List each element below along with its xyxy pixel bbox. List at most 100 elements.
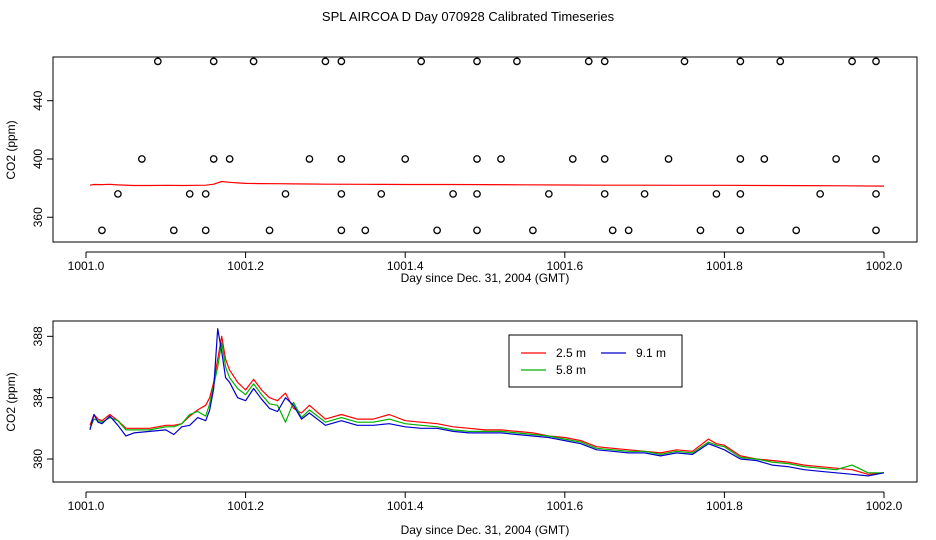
data-point bbox=[153, 57, 162, 66]
y-tick-label: 400 bbox=[31, 149, 45, 169]
data-point bbox=[712, 190, 721, 198]
top-x-axis-label: Day since Dec. 31, 2004 (GMT) bbox=[401, 271, 570, 285]
data-point bbox=[401, 155, 410, 163]
data-point bbox=[497, 155, 505, 163]
data-point bbox=[600, 190, 609, 198]
data-point bbox=[872, 226, 880, 235]
x-tick-label: 1001.2 bbox=[227, 499, 264, 513]
legend-box bbox=[508, 334, 683, 388]
y-tick-label: 360 bbox=[31, 207, 45, 227]
bottom-y-axis-label: CO2 (ppm) bbox=[4, 372, 18, 431]
data-point bbox=[201, 226, 210, 235]
y-tick-label: 440 bbox=[31, 90, 45, 110]
data-point bbox=[848, 57, 856, 66]
data-point bbox=[600, 57, 609, 66]
series-line-9-1-m bbox=[89, 328, 885, 477]
data-point bbox=[640, 190, 649, 198]
x-tick-label: 1001.0 bbox=[68, 499, 105, 513]
x-tick-label: 1002.0 bbox=[866, 259, 903, 273]
data-point bbox=[321, 57, 330, 66]
data-point bbox=[337, 226, 346, 235]
data-point bbox=[872, 155, 880, 163]
x-tick-label: 1001.4 bbox=[387, 499, 424, 513]
data-point bbox=[624, 226, 633, 235]
series-line-2-5-m bbox=[89, 180, 885, 187]
x-tick-label: 1001.2 bbox=[227, 259, 264, 273]
data-point bbox=[696, 226, 705, 235]
data-point bbox=[201, 190, 210, 198]
x-tick-label: 1001.4 bbox=[387, 259, 424, 273]
data-point bbox=[98, 226, 106, 235]
bottom-x-axis: 1001.0 1001.2 1001.4 1001.6 1001.8 1002.0 bbox=[68, 491, 903, 513]
data-point bbox=[281, 190, 290, 198]
data-point bbox=[225, 155, 234, 163]
data-point bbox=[736, 155, 745, 163]
data-point bbox=[169, 226, 178, 235]
top-panel: 1001.0 1001.2 1001.4 1001.6 1001.8 1002.0 360… bbox=[4, 56, 918, 285]
top-panel-frame bbox=[52, 56, 918, 243]
legend-label-2-5m: 2.5 m bbox=[556, 346, 586, 360]
data-point bbox=[832, 155, 840, 163]
data-point bbox=[114, 190, 122, 198]
data-point bbox=[185, 190, 194, 198]
data-point bbox=[337, 155, 346, 163]
data-point bbox=[760, 155, 769, 163]
data-point bbox=[449, 190, 457, 198]
data-point bbox=[584, 57, 593, 66]
data-point bbox=[337, 57, 346, 66]
data-point bbox=[816, 190, 825, 198]
x-tick-label: 1002.0 bbox=[866, 499, 903, 513]
data-point bbox=[138, 155, 146, 163]
data-point bbox=[736, 57, 745, 66]
data-point bbox=[776, 57, 785, 66]
x-tick-label: 1001.8 bbox=[706, 499, 743, 513]
y-tick-label: 380 bbox=[31, 449, 45, 469]
top-x-axis: 1001.0 1001.2 1001.4 1001.6 1001.8 1002.0 bbox=[68, 251, 903, 273]
x-tick-label: 1001.6 bbox=[546, 499, 583, 513]
data-point bbox=[872, 57, 880, 66]
bottom-panel-marks bbox=[89, 328, 885, 477]
data-point bbox=[680, 57, 689, 66]
data-point bbox=[305, 155, 314, 163]
data-point bbox=[377, 190, 386, 198]
y-tick-label: 388 bbox=[31, 326, 45, 346]
data-point bbox=[417, 57, 426, 66]
data-point bbox=[265, 226, 274, 235]
data-point bbox=[337, 190, 346, 198]
data-point bbox=[736, 190, 745, 198]
top-y-axis-label: CO2 (ppm) bbox=[4, 120, 18, 179]
data-point bbox=[473, 190, 481, 198]
data-point bbox=[872, 190, 880, 198]
bottom-panel-frame bbox=[52, 320, 918, 483]
data-point bbox=[568, 155, 577, 163]
x-tick-label: 1001.8 bbox=[706, 259, 743, 273]
data-point bbox=[473, 57, 481, 66]
data-point bbox=[664, 155, 673, 163]
data-point bbox=[361, 226, 370, 235]
data-point bbox=[433, 226, 441, 235]
data-point bbox=[209, 57, 218, 66]
bottom-x-axis-label: Day since Dec. 31, 2004 (GMT) bbox=[401, 523, 570, 537]
data-point bbox=[600, 155, 609, 163]
data-point bbox=[608, 226, 617, 235]
data-point bbox=[249, 57, 258, 66]
x-tick-label: 1001.0 bbox=[68, 259, 105, 273]
data-point bbox=[473, 155, 481, 163]
x-tick-label: 1001.6 bbox=[546, 259, 583, 273]
data-point bbox=[529, 226, 537, 235]
legend-label-9-1m: 9.1 m bbox=[636, 346, 666, 360]
y-tick-label: 384 bbox=[31, 387, 45, 407]
top-y-axis: 360 400 440 bbox=[31, 90, 54, 227]
top-panel-marks bbox=[89, 57, 885, 235]
data-point bbox=[544, 190, 553, 198]
data-point bbox=[736, 226, 745, 235]
legend: 2.5 m 5.8 m 9.1 m bbox=[508, 334, 683, 388]
figure-title: SPL AIRCOA D Day 070928 Calibrated Times… bbox=[322, 9, 615, 24]
bottom-panel: 1001.0 1001.2 1001.4 1001.6 1001.8 1002.0 380… bbox=[4, 320, 918, 537]
data-point bbox=[473, 226, 481, 235]
series-line-5-8-m bbox=[89, 341, 884, 474]
bottom-y-axis: 380 384 388 bbox=[31, 326, 54, 469]
data-point bbox=[209, 155, 218, 163]
legend-label-5-8m: 5.8 m bbox=[556, 363, 586, 377]
